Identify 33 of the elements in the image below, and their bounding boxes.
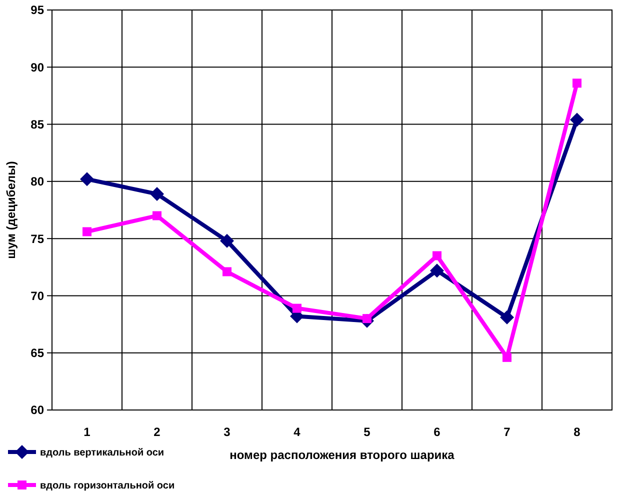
x-tick-label: 8 (574, 425, 581, 439)
y-tick-label: 85 (30, 117, 44, 132)
point (152, 211, 162, 220)
point (572, 78, 582, 88)
point (430, 264, 444, 278)
x-tick-label: 1 (84, 425, 91, 439)
point (570, 112, 584, 127)
point (150, 187, 164, 201)
y-tick-label: 60 (30, 403, 44, 418)
y-tick-label: 95 (30, 3, 44, 18)
x-tick-label: 2 (154, 425, 161, 439)
x-tick-label: 7 (504, 425, 511, 439)
point (502, 352, 512, 362)
x-tick-label: 3 (224, 425, 231, 439)
point (82, 227, 92, 236)
y-tick-label: 65 (30, 346, 44, 360)
legend-label: вдоль вертикальной оси (40, 448, 164, 458)
y-tick-label: 90 (30, 60, 44, 74)
y-tick-label: 80 (30, 174, 44, 189)
y-tick-label: 75 (30, 232, 44, 246)
point (432, 251, 442, 260)
y-tick-label: 70 (30, 288, 44, 303)
x-tick-label: 4 (294, 425, 301, 439)
point (222, 267, 232, 276)
x-tick-label: 6 (434, 425, 441, 439)
legend-label: вдоль горизонтальной оси (40, 480, 175, 492)
point (292, 304, 302, 313)
point (80, 172, 94, 186)
y-axis-title: шум (децибелы) (4, 161, 18, 259)
point (500, 310, 514, 324)
x-axis-title: номер расположения второго шарика (230, 448, 455, 462)
point (220, 234, 234, 248)
x-tick-label: 5 (364, 425, 371, 439)
